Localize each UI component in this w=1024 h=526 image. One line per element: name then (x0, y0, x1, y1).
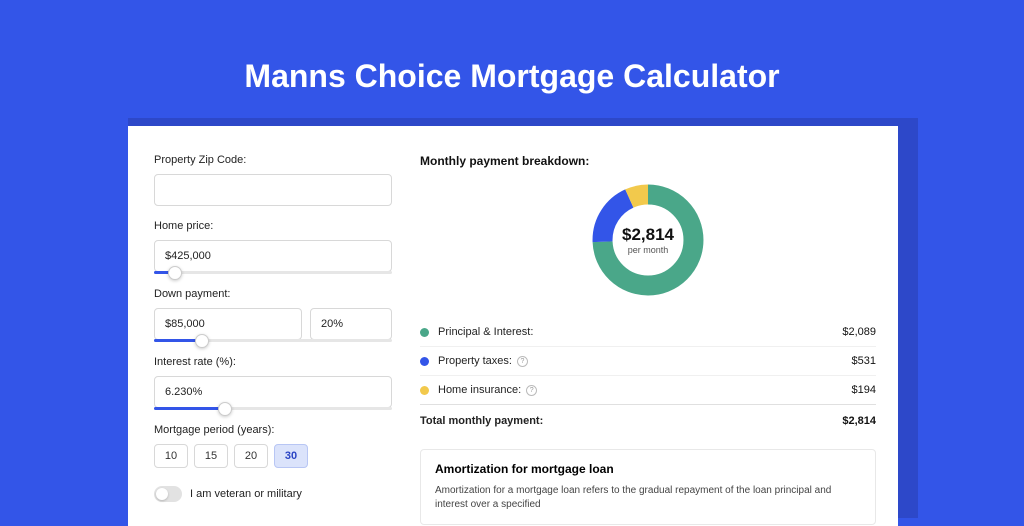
legend-row: Property taxes:?$531 (420, 346, 876, 375)
veteran-toggle[interactable] (154, 486, 182, 502)
total-value: $2,814 (842, 415, 876, 427)
interest-rate-input[interactable]: 6.230% (154, 376, 392, 408)
donut-center: $2,814 per month (588, 180, 708, 300)
interest-rate-field-group: Interest rate (%): 6.230% (154, 356, 392, 410)
legend-value: $194 (852, 384, 876, 396)
legend-label: Property taxes:? (438, 355, 852, 367)
zip-field-group: Property Zip Code: (154, 154, 392, 206)
legend-value: $531 (852, 355, 876, 367)
breakdown-heading: Monthly payment breakdown: (420, 154, 876, 168)
legend-row: Principal & Interest:$2,089 (420, 318, 876, 346)
veteran-label: I am veteran or military (190, 488, 302, 500)
legend-label: Principal & Interest: (438, 326, 842, 338)
legend-dot (420, 328, 429, 337)
down-payment-field-group: Down payment: $85,000 20% (154, 288, 392, 342)
interest-rate-slider-fill (154, 407, 225, 410)
legend-total-row: Total monthly payment: $2,814 (420, 404, 876, 435)
zip-label: Property Zip Code: (154, 154, 392, 166)
home-price-slider-thumb[interactable] (168, 266, 182, 280)
period-options: 10152030 (154, 444, 392, 468)
veteran-row: I am veteran or military (154, 486, 392, 502)
home-price-label: Home price: (154, 220, 392, 232)
calculator-card: Property Zip Code: Home price: $425,000 … (128, 126, 898, 526)
down-payment-slider-thumb[interactable] (195, 334, 209, 348)
interest-rate-label: Interest rate (%): (154, 356, 392, 368)
interest-rate-slider-thumb[interactable] (218, 402, 232, 416)
info-icon[interactable]: ? (517, 356, 528, 367)
period-label: Mortgage period (years): (154, 424, 392, 436)
legend-dot (420, 386, 429, 395)
donut-amount: $2,814 (622, 225, 674, 245)
legend-list: Principal & Interest:$2,089Property taxe… (420, 318, 876, 404)
donut-chart: $2,814 per month (588, 180, 708, 300)
donut-sub: per month (628, 245, 669, 255)
amortization-heading: Amortization for mortgage loan (435, 462, 861, 476)
legend-value: $2,089 (842, 326, 876, 338)
legend-label: Home insurance:? (438, 384, 852, 396)
zip-input[interactable] (154, 174, 392, 206)
donut-chart-wrap: $2,814 per month (420, 180, 876, 300)
amortization-card: Amortization for mortgage loan Amortizat… (420, 449, 876, 525)
page-title: Manns Choice Mortgage Calculator (0, 0, 1024, 123)
period-option-10[interactable]: 10 (154, 444, 188, 468)
legend-row: Home insurance:?$194 (420, 375, 876, 404)
breakdown-column: Monthly payment breakdown: $2,814 per mo… (420, 154, 876, 526)
home-price-field-group: Home price: $425,000 (154, 220, 392, 274)
info-icon[interactable]: ? (526, 385, 537, 396)
amortization-text: Amortization for a mortgage loan refers … (435, 484, 861, 512)
down-payment-percent-input[interactable]: 20% (310, 308, 392, 340)
form-column: Property Zip Code: Home price: $425,000 … (154, 154, 392, 526)
down-payment-amount-input[interactable]: $85,000 (154, 308, 302, 340)
total-label: Total monthly payment: (420, 415, 842, 427)
period-option-15[interactable]: 15 (194, 444, 228, 468)
legend-dot (420, 357, 429, 366)
down-payment-slider[interactable] (154, 339, 392, 342)
home-price-slider[interactable] (154, 271, 392, 274)
home-price-input[interactable]: $425,000 (154, 240, 392, 272)
period-option-30[interactable]: 30 (274, 444, 308, 468)
interest-rate-slider[interactable] (154, 407, 392, 410)
period-field-group: Mortgage period (years): 10152030 (154, 424, 392, 468)
down-payment-label: Down payment: (154, 288, 392, 300)
period-option-20[interactable]: 20 (234, 444, 268, 468)
